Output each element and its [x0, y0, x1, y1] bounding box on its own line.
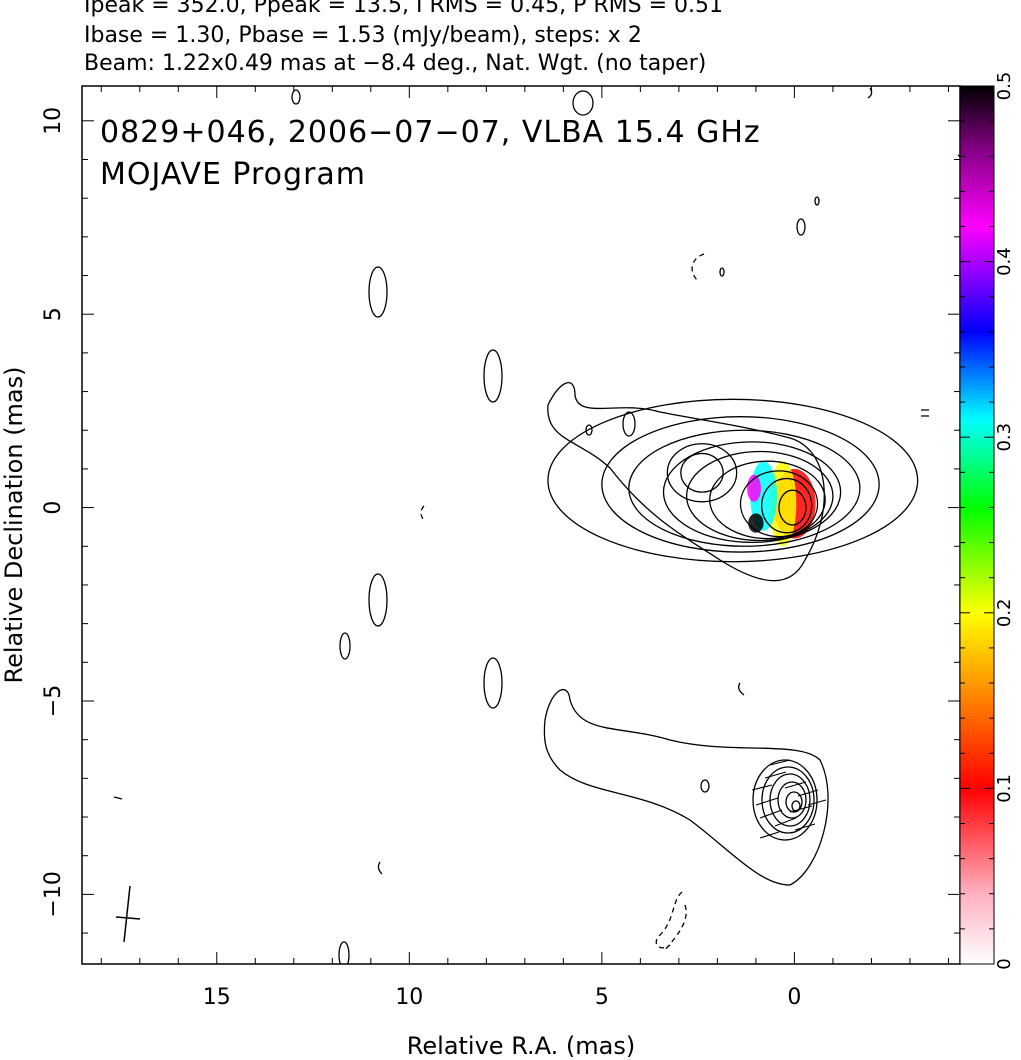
artifact-contour-6 [339, 632, 351, 660]
contour-level-3 [628, 429, 861, 547]
y-tick-label: −5 [41, 685, 66, 717]
lower-core-contour-6 [791, 800, 801, 812]
artifact-contour-18 [113, 796, 123, 800]
y-tick-label: −10 [41, 871, 66, 917]
contour-level-4 [662, 441, 842, 544]
plot-frame [81, 85, 961, 965]
jet-outer-contour [547, 382, 825, 582]
jet-contours [113, 87, 960, 964]
colorbar-tick-label: 0.4 [994, 247, 1015, 276]
colorbar-tick-label: 0.1 [994, 774, 1015, 803]
artifact-contour-4 [585, 424, 593, 436]
y-tick-label: 10 [41, 107, 66, 135]
colorbar-tick-label: 0.3 [994, 423, 1015, 452]
colorbar-tick-label: 0 [994, 958, 1015, 969]
lower-core-contour-4 [777, 781, 807, 819]
y-axis-title: Relative Declination (mas) [0, 366, 28, 683]
x-axis-title: Relative R.A. (mas) [407, 1032, 635, 1060]
lower-core-contour-5 [785, 791, 803, 813]
source-annotation: 0829+046, 2006−07−07, VLBA 15.4 GHz [100, 115, 761, 150]
header-stats-line-2: Ibase = 1.30, Pbase = 1.53 (mJy/beam), s… [84, 23, 642, 48]
artifact-contour-5 [368, 573, 388, 627]
artifact-contour-13 [719, 267, 725, 277]
contour-level-1 [547, 398, 919, 563]
artifact-contour-16 [867, 87, 873, 99]
polarization-vectors [751, 759, 827, 839]
x-tick-label: 10 [395, 985, 423, 1010]
artifact-contour-7 [483, 657, 503, 709]
colorbar [959, 85, 995, 965]
knot-contour-1 [680, 452, 724, 493]
negative-contour-1 [691, 253, 705, 281]
y-tick-label: 5 [41, 307, 66, 321]
artifact-contour-12 [291, 89, 301, 105]
contour-level-5 [685, 450, 834, 542]
artifact-contour-10 [338, 941, 350, 964]
lower-image-outer-contour [543, 688, 829, 886]
colorbar-tick-label: 0.5 [994, 72, 1015, 101]
colorbar-tick-label: 0.2 [994, 598, 1015, 627]
artifact-contour-2 [483, 349, 503, 403]
y-tick-label: 0 [41, 501, 66, 515]
lower-knot-contour [700, 779, 710, 793]
x-tick-label: 15 [203, 985, 231, 1010]
artifact-contour-17 [957, 154, 960, 173]
negative-contour-3 [655, 891, 683, 949]
header-stats-line-1: Ipeak = 352.0, Ppeak = 13.5, I RMS = 0.4… [84, 0, 723, 18]
artifact-contour-14 [738, 682, 745, 696]
artifact-contour-11 [572, 90, 594, 116]
artifact-contour-3 [622, 411, 636, 437]
artifact-contour-8 [796, 218, 806, 236]
x-tick-label: 5 [595, 985, 609, 1010]
contour-level-9 [778, 489, 807, 526]
lower-core-contour-1 [752, 759, 818, 841]
contour-level-2 [601, 416, 880, 553]
knot-contour-2 [666, 443, 738, 503]
artifact-contour-1 [368, 266, 388, 318]
contour-level-8 [761, 477, 813, 534]
negative-contour-4 [664, 904, 687, 951]
x-tick-label: 0 [787, 985, 801, 1010]
artifact-contour-9 [814, 196, 820, 206]
header-beam-line: Beam: 1.22x0.49 mas at −8.4 deg., Nat. W… [84, 51, 707, 76]
contour-level-6 [709, 460, 826, 540]
beam-marker [115, 885, 141, 943]
artifact-contour-15 [377, 861, 383, 875]
artifact-contour-19 [921, 409, 929, 417]
lower-core-contour-2 [761, 766, 815, 834]
contour-level-7 [739, 470, 819, 538]
negative-contour-2 [420, 505, 425, 521]
program-annotation: MOJAVE Program [100, 157, 366, 192]
